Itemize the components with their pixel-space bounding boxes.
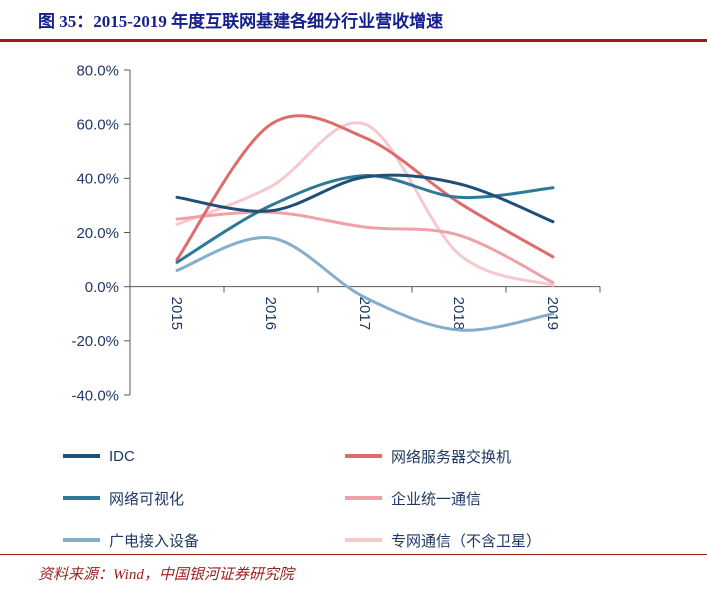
legend-item-1: 网络服务器交换机 (345, 446, 707, 466)
chart-legend: IDC 网络服务器交换机网络可视化 企业统一通信广电接入设备 专网通信（不含卫星） (0, 446, 707, 550)
source-text: 资料来源：Wind，中国银河证券研究院 (38, 567, 294, 583)
legend-label: 广电接入设备 (109, 532, 200, 550)
legend-label: IDC (109, 447, 135, 465)
legend-item-2: 网络可视化 (63, 488, 345, 508)
x-tick-label: 2016 (262, 297, 279, 330)
legend-line-swatch (63, 454, 100, 458)
y-tick-label: 20.0% (76, 225, 119, 242)
legend-line-swatch (63, 496, 100, 500)
y-tick-label: 0.0% (85, 279, 119, 296)
legend-label: 网络服务器交换机 (391, 448, 512, 466)
y-tick-label: 40.0% (76, 171, 119, 188)
y-tick-label: 60.0% (76, 116, 119, 133)
legend-line-swatch (345, 454, 382, 458)
legend-item-4: 广电接入设备 (63, 530, 345, 550)
x-tick-label: 2017 (356, 297, 373, 330)
x-tick-label: 2018 (450, 297, 467, 330)
y-tick-label: 80.0% (76, 62, 119, 79)
legend-item-0: IDC (63, 446, 345, 466)
legend-line-swatch (345, 496, 382, 500)
y-tick-label: -20.0% (71, 333, 119, 350)
figure-title: 图 35：2015-2019 年度互联网基建各细分行业营收增速 (38, 12, 444, 31)
legend-line-swatch (345, 538, 382, 542)
legend-item-5: 专网通信（不含卫星） (345, 530, 707, 550)
legend-label: 网络可视化 (109, 490, 185, 508)
legend-label: 专网通信（不含卫星） (391, 532, 542, 550)
series-line-4 (175, 236, 555, 332)
line-chart: 80.0% 60.0% 40.0% 20.0% 0.0% -20.0% -40.0% 2015… (71, 62, 601, 404)
y-tick-label: -40.0% (71, 387, 119, 404)
title-divider (0, 39, 707, 42)
series-line-1 (175, 114, 555, 262)
figure-header: 图 35：2015-2019 年度互联网基建各细分行业营收增速 (0, 0, 707, 39)
legend-label: 企业统一通信 (391, 490, 482, 508)
series-line-3 (175, 210, 555, 285)
source-footer: 资料来源：Wind，中国银河证券研究院 (0, 553, 707, 596)
legend-line-swatch (63, 538, 100, 542)
footer-divider (0, 553, 707, 555)
x-tick-label: 2015 (168, 297, 185, 330)
series-line-5 (175, 121, 555, 287)
series-line-2 (175, 174, 555, 264)
legend-item-3: 企业统一通信 (345, 488, 707, 508)
series-line-0 (175, 173, 555, 224)
